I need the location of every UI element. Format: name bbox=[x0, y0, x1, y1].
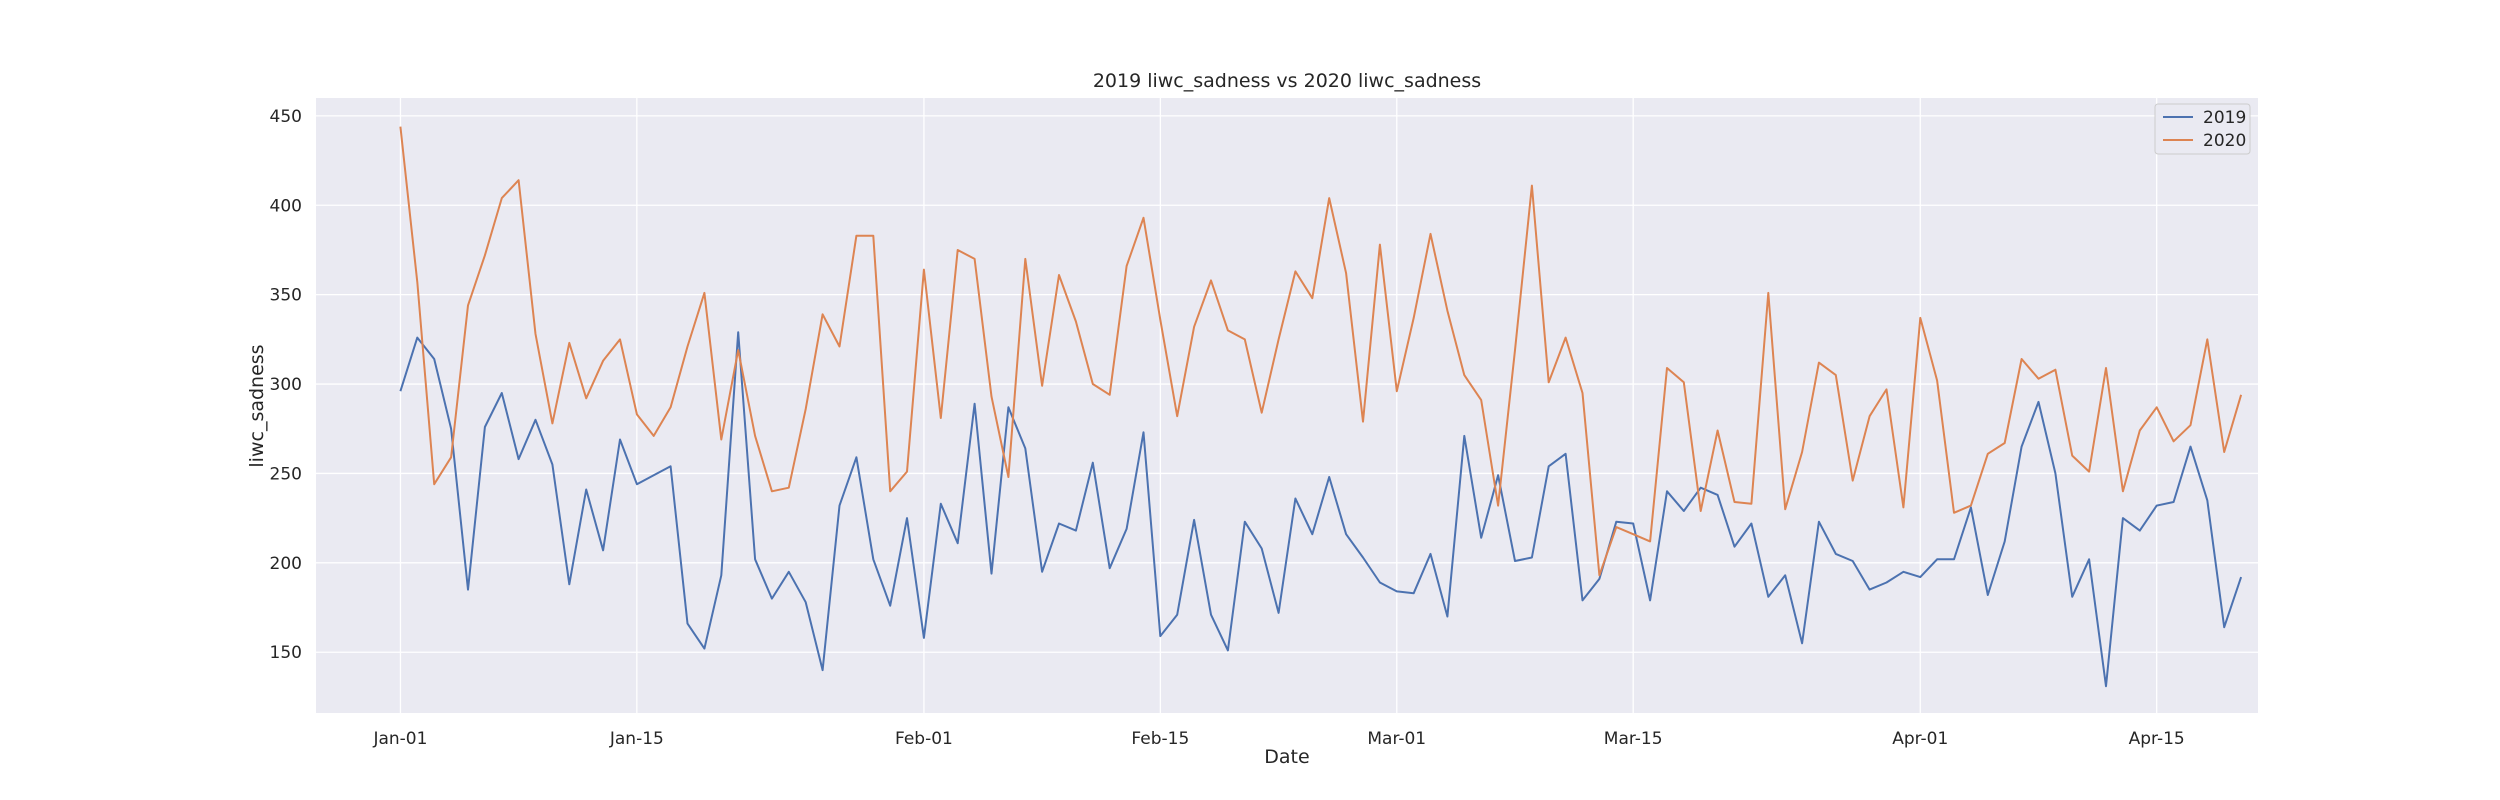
x-tick-label: Feb-15 bbox=[1131, 729, 1189, 749]
x-tick-label: Apr-15 bbox=[2129, 729, 2185, 749]
y-tick-labels: 150 200 250 300 350 400 450 bbox=[270, 107, 302, 663]
y-tick-label: 250 bbox=[270, 464, 302, 484]
grid-lines bbox=[316, 98, 2258, 713]
x-tick-label: Jan-01 bbox=[372, 729, 427, 749]
x-tick-label: Mar-01 bbox=[1367, 729, 1426, 749]
x-tick-label: Apr-01 bbox=[1892, 729, 1948, 749]
y-tick-label: 200 bbox=[270, 554, 302, 574]
y-tick-label: 150 bbox=[270, 643, 302, 663]
y-axis-title: liwc_sadness bbox=[246, 344, 268, 467]
y-tick-label: 400 bbox=[270, 196, 302, 216]
x-tick-label: Mar-15 bbox=[1604, 729, 1663, 749]
x-axis-title: Date bbox=[1264, 746, 1309, 768]
x-tick-label: Jan-15 bbox=[609, 729, 664, 749]
plot-background bbox=[316, 98, 2258, 713]
series-line-2020 bbox=[399, 126, 2243, 577]
legend: 2019 2020 bbox=[2154, 103, 2251, 155]
legend-label-2020: 2020 bbox=[2203, 131, 2246, 151]
x-tick-label: Feb-01 bbox=[895, 729, 953, 749]
y-tick-label: 450 bbox=[270, 107, 302, 127]
series-lines bbox=[399, 126, 2243, 688]
legend-label-2019: 2019 bbox=[2203, 108, 2246, 128]
chart-title: 2019 liwc_sadness vs 2020 liwc_sadness bbox=[1093, 70, 1481, 92]
x-tick-labels: Jan-01 Jan-15 Feb-01 Feb-15 Mar-01 Mar-15 Apr-… bbox=[372, 729, 2184, 749]
y-tick-label: 350 bbox=[270, 286, 302, 306]
series-line-2019 bbox=[399, 331, 2243, 688]
y-tick-label: 300 bbox=[270, 375, 302, 395]
